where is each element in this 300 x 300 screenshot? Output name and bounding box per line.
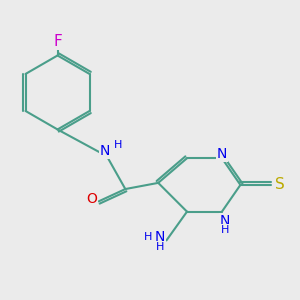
Text: N: N	[217, 147, 227, 161]
Text: H: H	[156, 242, 164, 252]
Text: H: H	[114, 140, 122, 150]
Text: F: F	[53, 34, 62, 50]
Text: N: N	[155, 230, 166, 244]
Text: N: N	[100, 144, 110, 158]
Text: H: H	[221, 225, 230, 235]
Text: S: S	[274, 177, 284, 192]
Text: H: H	[144, 232, 152, 242]
Text: N: N	[220, 214, 230, 228]
Text: O: O	[86, 192, 97, 206]
